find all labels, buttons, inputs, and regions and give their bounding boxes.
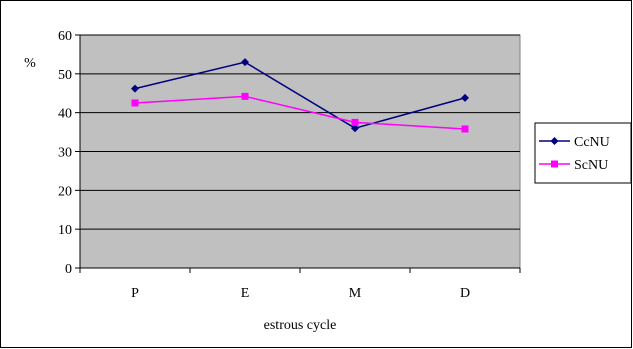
y-tick-label: 50 [58, 68, 72, 83]
y-axis-label: % [24, 56, 36, 71]
series-line-scnu [134, 95, 466, 130]
y-tick-label: 40 [58, 107, 72, 122]
y-tick-label: 0 [65, 262, 72, 277]
x-tick-label: P [131, 286, 139, 301]
data-point-ccnu [241, 58, 249, 67]
legend-label-ccnu: CcNU [574, 135, 610, 150]
data-point-scnu [461, 125, 469, 133]
legend-box [534, 122, 632, 184]
gridlines [80, 34, 520, 230]
y-tick-label: 10 [58, 223, 72, 238]
data-point-scnu [131, 99, 139, 107]
x-tick-label: M [349, 286, 362, 301]
series-line-ccnu [134, 61, 466, 130]
legend-marker-scnu [551, 160, 558, 168]
y-tick-label: 20 [58, 184, 72, 199]
data-point-scnu [241, 92, 249, 100]
legend: CcNU ScNU [534, 122, 632, 184]
y-tick-label: 30 [58, 146, 72, 161]
y-ticks: 0 10 20 30 40 50 60 [58, 29, 80, 277]
data-point-ccnu [351, 124, 359, 133]
data-point-ccnu [131, 84, 139, 93]
data-point-scnu [351, 118, 359, 126]
y-tick-label: 60 [58, 29, 72, 44]
legend-marker-ccnu [550, 137, 559, 145]
x-tick-label: E [241, 286, 250, 301]
x-axis-label: estrous cycle [264, 318, 337, 333]
legend-label-scnu: ScNU [574, 158, 608, 173]
series-group [131, 58, 469, 133]
data-point-ccnu [461, 93, 469, 102]
x-tick-label: D [460, 286, 470, 301]
